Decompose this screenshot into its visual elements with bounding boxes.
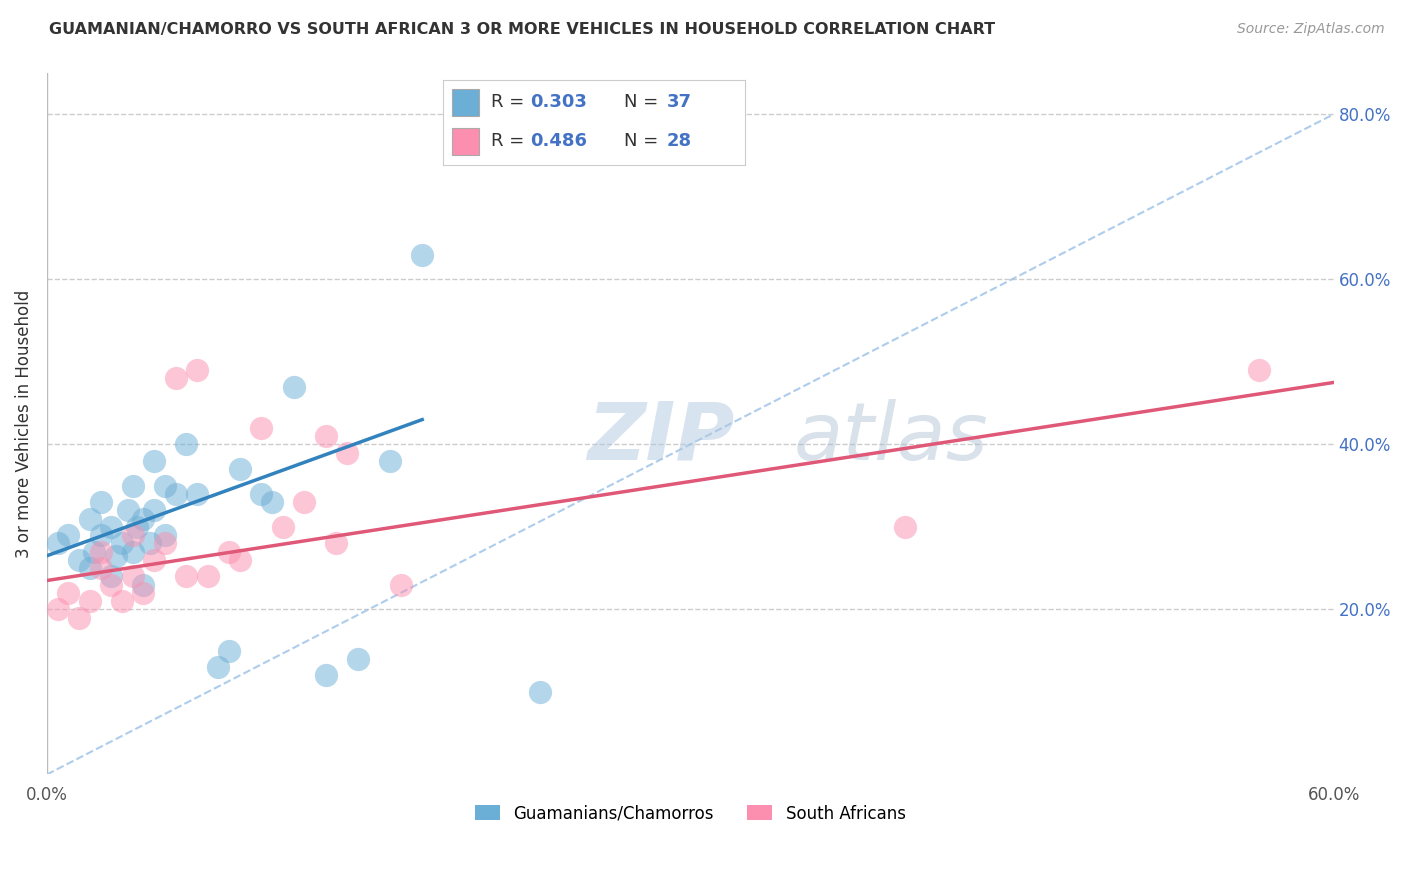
Point xyxy=(67,553,90,567)
Point xyxy=(79,511,101,525)
Point xyxy=(132,586,155,600)
Text: 0.303: 0.303 xyxy=(530,94,588,112)
Text: 28: 28 xyxy=(666,132,692,150)
Point xyxy=(111,536,134,550)
Point xyxy=(89,528,111,542)
Point xyxy=(186,363,208,377)
Point xyxy=(143,553,166,567)
Text: N =: N = xyxy=(624,94,664,112)
Point xyxy=(143,454,166,468)
Point xyxy=(46,536,69,550)
Point xyxy=(292,495,315,509)
Bar xyxy=(451,128,479,155)
Point xyxy=(111,594,134,608)
Point xyxy=(117,503,139,517)
Point xyxy=(121,528,143,542)
Point xyxy=(250,487,273,501)
Point xyxy=(153,528,176,542)
Point xyxy=(283,379,305,393)
Point xyxy=(186,487,208,501)
Point xyxy=(79,594,101,608)
Point xyxy=(218,643,240,657)
Point xyxy=(132,511,155,525)
Text: ZIP: ZIP xyxy=(588,399,735,476)
Point xyxy=(229,553,252,567)
Point xyxy=(121,544,143,558)
Point xyxy=(389,577,412,591)
Point xyxy=(229,462,252,476)
Point xyxy=(139,536,162,550)
Bar xyxy=(451,89,479,116)
Point xyxy=(197,569,219,583)
Point xyxy=(67,610,90,624)
Point xyxy=(89,495,111,509)
Point xyxy=(271,520,294,534)
Point xyxy=(262,495,284,509)
Point xyxy=(411,247,433,261)
Y-axis label: 3 or more Vehicles in Household: 3 or more Vehicles in Household xyxy=(15,290,32,558)
Point xyxy=(165,371,187,385)
Point xyxy=(336,445,359,459)
Point xyxy=(79,561,101,575)
Point xyxy=(58,528,80,542)
Point xyxy=(893,520,915,534)
Point xyxy=(315,668,337,682)
Point xyxy=(46,602,69,616)
Point xyxy=(153,478,176,492)
Point xyxy=(218,544,240,558)
Point xyxy=(132,577,155,591)
Text: 37: 37 xyxy=(666,94,692,112)
Point xyxy=(121,478,143,492)
Point xyxy=(325,536,347,550)
Point xyxy=(89,544,111,558)
Point xyxy=(104,549,127,563)
Point xyxy=(315,429,337,443)
Point xyxy=(100,569,122,583)
Point xyxy=(153,536,176,550)
Point xyxy=(1247,363,1270,377)
Text: Source: ZipAtlas.com: Source: ZipAtlas.com xyxy=(1237,22,1385,37)
Point xyxy=(174,569,197,583)
Point xyxy=(529,685,551,699)
Point xyxy=(89,561,111,575)
Point xyxy=(58,586,80,600)
Point xyxy=(174,437,197,451)
Point xyxy=(207,660,229,674)
Text: 0.486: 0.486 xyxy=(530,132,588,150)
Point xyxy=(100,577,122,591)
Point xyxy=(347,652,370,666)
Point xyxy=(83,544,105,558)
Point xyxy=(121,569,143,583)
Text: atlas: atlas xyxy=(793,399,988,476)
Point xyxy=(165,487,187,501)
Point xyxy=(125,520,148,534)
Point xyxy=(100,520,122,534)
Text: R =: R = xyxy=(491,132,530,150)
Point xyxy=(143,503,166,517)
Text: N =: N = xyxy=(624,132,664,150)
Legend: Guamanians/Chamorros, South Africans: Guamanians/Chamorros, South Africans xyxy=(468,798,912,830)
Point xyxy=(250,421,273,435)
Text: GUAMANIAN/CHAMORRO VS SOUTH AFRICAN 3 OR MORE VEHICLES IN HOUSEHOLD CORRELATION : GUAMANIAN/CHAMORRO VS SOUTH AFRICAN 3 OR… xyxy=(49,22,995,37)
Text: R =: R = xyxy=(491,94,530,112)
Point xyxy=(378,454,401,468)
